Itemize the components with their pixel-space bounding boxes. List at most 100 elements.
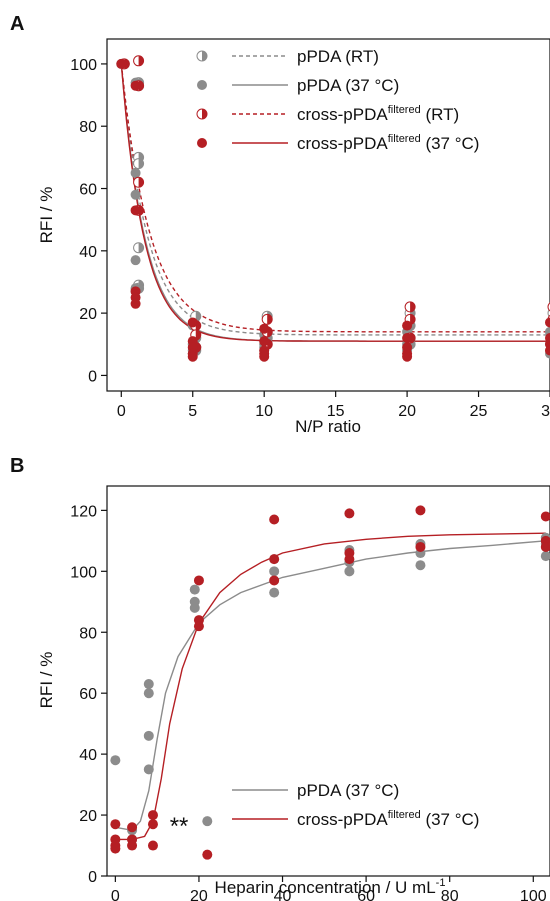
chart-b-x-axis-label: Heparin concentration / U mL-1 [215,877,446,897]
chart-a-legend-label-3-main: cross-pPDA [297,134,388,153]
chart-a-point-cross-ppda-filtered-rt-8 [261,313,273,325]
chart-b-x-tick-label-60: 60 [357,888,375,901]
chart-b-x-axis-label-sup: -1 [436,877,446,889]
chart-b-point-cross-ppda-filtered-37-c-7 [147,810,158,821]
chart-b-point-cross-ppda-filtered-37-c-0 [110,819,121,830]
chart-b-y-tick-label-100: 100 [70,564,97,581]
chart-b-point-cross-ppda-filtered-37-c-8 [147,819,158,830]
chart-b-point-ppda-37-c-10 [202,816,213,827]
chart-b-y-tick-label-20: 20 [79,808,97,825]
chart-a-legend-label-2-main: cross-pPDA [297,105,388,124]
chart-a-x-tick-label-0: 0 [117,403,126,420]
chart-b-y-tick-label-80: 80 [79,625,97,642]
chart-b-point-ppda-37-c-13 [269,587,280,598]
chart-b-significance-annotation: ** [170,813,189,840]
chart-a-x-tick-label-15: 15 [327,403,345,420]
chart-a-legend-marker-1 [197,80,207,90]
chart-a-point-cross-ppda-filtered-rt-11 [404,301,416,313]
chart-a-x-axis-label: N/P ratio [295,417,361,436]
chart-b-y-tick-label-60: 60 [79,686,97,703]
chart-a-legend: pPDA (RT) pPDA (37 °C) cross-pPDAfiltered … [196,47,480,153]
chart-b-point-cross-ppda-filtered-37-c-22 [540,511,550,522]
chart-a-point-cross-ppda-filtered-37-c-10 [187,351,198,362]
chart-b-point-ppda-37-c-12 [269,566,280,577]
chart-b-x-axis-label-main: Heparin concentration / U mL [215,878,436,897]
chart-a-point-cross-ppda-filtered-37-c-16 [402,320,413,331]
chart-a-frame [106,38,550,392]
chart-a-point-ppda-37-c-2 [130,167,141,178]
chart-a-x-tick-label-5: 5 [188,403,197,420]
chart-b-point-cross-ppda-filtered-37-c-10 [193,575,204,586]
chart-a-fit-line-cross-ppda-filtered-rt [120,63,550,333]
chart-a-x-tick-label-20: 20 [398,403,416,420]
chart-a-point-cross-ppda-filtered-37-c-6 [187,317,198,328]
panel-b-letter: B [10,455,24,477]
chart-b-point-cross-ppda-filtered-37-c-3 [110,843,121,854]
chart-a-legend-label-0-main: pPDA (RT) [297,47,379,66]
chart-b-point-cross-ppda-filtered-37-c-4 [127,822,138,833]
chart-b-point-ppda-37-c-5 [143,730,154,741]
chart-b-point-ppda-37-c-6 [143,764,154,775]
chart-a-point-cross-ppda-filtered-37-c-1 [130,80,141,91]
chart-a-point-cross-ppda-filtered-37-c-0 [116,58,127,69]
chart-b-point-ppda-37-c-16 [344,566,355,577]
chart-b-y-tick-label-40: 40 [79,747,97,764]
chart-b-x-tick-label-100: 100 [520,888,547,901]
chart-b-points: ** [110,505,550,860]
chart-a-y-tick-label-20: 20 [79,306,97,323]
chart-b-x-tick-label-20: 20 [190,888,208,901]
chart-a-legend-label-3-tail: (37 °C) [421,134,480,153]
chart-b-point-cross-ppda-filtered-37-c-13 [202,849,213,860]
chart-a-point-cross-ppda-filtered-37-c-2 [130,205,141,216]
chart-b-ticks: 0 20 40 60 80 100 0 20 40 60 80 100 120 [70,503,546,901]
chart-a-legend-label-1: pPDA (37 °C) [297,76,399,95]
chart-b-point-cross-ppda-filtered-37-c-24 [540,541,550,552]
chart-b: 0 20 40 60 80 100 0 20 40 60 80 100 120 ** pPDA (37 … [37,485,550,901]
chart-b-point-cross-ppda-filtered-37-c-6 [127,840,138,851]
chart-a-point-cross-ppda-filtered-37-c-24 [545,345,550,356]
chart-b-point-cross-ppda-filtered-37-c-14 [269,514,280,525]
chart-a-y-tick-label-40: 40 [79,244,97,261]
chart-b-point-ppda-37-c-9 [189,602,200,613]
chart-a-legend-label-3-sup: filtered [388,133,421,145]
chart-a-points [116,55,550,362]
chart-a-legend-label-2-tail: (RT) [421,105,459,124]
chart-a-point-ppda-37-c-4 [130,255,141,266]
chart-b-y-tick-label-120: 120 [70,503,97,520]
chart-b-legend-label-1-sup: filtered [388,809,421,821]
chart-b-point-cross-ppda-filtered-37-c-15 [269,554,280,565]
chart-b-point-cross-ppda-filtered-37-c-20 [415,505,426,516]
chart-b-point-cross-ppda-filtered-37-c-9 [147,840,158,851]
chart-b-legend-label-0: pPDA (37 °C) [297,781,399,800]
chart-b-point-cross-ppda-filtered-37-c-21 [415,541,426,552]
chart-b-legend-label-0-main: pPDA (37 °C) [297,781,399,800]
chart-a-x-tick-label-30: 30 [541,403,550,420]
chart-a-x-tick-label-10: 10 [255,403,273,420]
chart-a-y-tick-label-60: 60 [79,182,97,199]
chart-b-legend-label-1-main: cross-pPDA [297,810,388,829]
chart-b-x-tick-label-80: 80 [441,888,459,901]
chart-a-legend-label-0: pPDA (RT) [297,47,379,66]
chart-b-point-ppda-37-c-4 [143,688,154,699]
chart-b-point-cross-ppda-filtered-37-c-19 [344,554,355,565]
chart-a-legend-label-2-sup: filtered [388,104,421,116]
chart-b-x-tick-label-40: 40 [274,888,292,901]
panel-a-letter: A [10,13,24,35]
chart-a-point-cross-ppda-filtered-37-c-21 [545,317,550,328]
chart-b-point-ppda-37-c-19 [415,560,426,571]
chart-a-point-cross-ppda-filtered-rt-3 [133,176,145,188]
chart-a-legend-marker-0 [196,50,208,62]
chart-a-legend-label-2: cross-pPDAfiltered (RT) [297,104,459,124]
chart-b-legend: pPDA (37 °C) cross-pPDAfiltered (37 °C) [232,781,479,829]
chart-a-y-tick-label-80: 80 [79,119,97,136]
chart-a-point-cross-ppda-filtered-37-c-20 [402,351,413,362]
chart-b-y-axis-label: RFI / % [37,652,56,709]
chart-a-legend-marker-2 [196,108,208,120]
chart-b-legend-label-1-tail: (37 °C) [421,810,480,829]
chart-b-frame [106,485,550,877]
chart-b-legend-label-1: cross-pPDAfiltered (37 °C) [297,809,479,829]
chart-b-point-ppda-37-c-7 [189,584,200,595]
chart-a: 051015202530020406080100 pPDA (RT)pPDA (… [37,38,550,436]
chart-a-point-cross-ppda-filtered-rt-1 [133,55,145,67]
